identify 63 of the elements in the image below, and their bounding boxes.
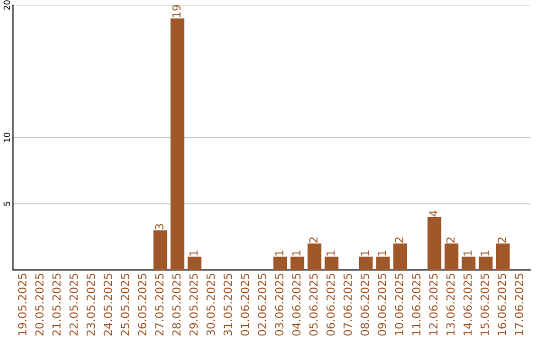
data-label: 3	[155, 224, 164, 230]
x-tick-label: 09.06.2025	[378, 274, 386, 336]
x-tick-label: 25.05.2025	[120, 274, 130, 336]
data-label: 2	[446, 238, 455, 243]
bar	[428, 216, 442, 270]
x-tick-label: 02.06.2025	[258, 274, 266, 336]
x-tick-label: 01.06.2025	[240, 274, 250, 336]
x-tick-label: 26.05.2025	[138, 274, 146, 336]
x-tick-label: 07.06.2025	[344, 274, 352, 336]
y-tick-label: 10	[4, 132, 10, 142]
bar	[188, 256, 202, 270]
x-tick-label: 17.06.2025	[514, 274, 524, 336]
x-tick-label: 29.05.2025	[189, 274, 198, 336]
x-tick-label: 11.06.2025	[412, 274, 420, 336]
x-tick-label: 22.05.2025	[69, 274, 78, 336]
bar	[153, 230, 168, 270]
x-tick-label: 19.05.2025	[18, 274, 26, 336]
x-tick-label: 30.05.2025	[206, 274, 215, 336]
data-label: 1	[292, 250, 300, 256]
x-tick-label: 04.06.2025	[292, 274, 301, 336]
bar	[376, 256, 390, 270]
data-label: 2	[394, 238, 404, 243]
x-tick-label: 24.05.2025	[104, 274, 112, 336]
bar	[462, 256, 476, 270]
data-label: 1	[464, 250, 472, 256]
x-tick-label: 20.05.2025	[35, 274, 44, 336]
bar	[478, 256, 493, 270]
bar	[170, 18, 184, 270]
x-tick-label: 08.06.2025	[360, 274, 370, 336]
data-label: 1	[360, 250, 369, 256]
bar	[290, 256, 304, 270]
bar	[496, 243, 510, 270]
data-label: 19	[172, 4, 181, 18]
x-tick-label: 10.06.2025	[394, 274, 404, 336]
x-tick-label: 03.06.2025	[275, 274, 284, 336]
x-tick-label: 12.06.2025	[429, 274, 438, 336]
bar	[393, 243, 407, 270]
data-label: 1	[480, 250, 489, 256]
bar	[308, 243, 322, 270]
x-tick-label: 15.06.2025	[480, 274, 489, 336]
bar	[358, 256, 373, 270]
data-label: 1	[190, 250, 198, 256]
x-tick-label: 28.05.2025	[172, 274, 181, 336]
x-tick-label: 06.06.2025	[326, 274, 335, 336]
bar	[444, 243, 458, 270]
x-tick-label: 31.05.2025	[224, 274, 232, 336]
data-label: 2	[498, 238, 506, 243]
y-tick-label: 20	[4, 0, 10, 10]
x-tick-label: 27.05.2025	[155, 274, 164, 336]
bar	[324, 256, 338, 270]
data-label: 1	[378, 250, 386, 256]
data-label: 2	[309, 238, 318, 243]
data-label: 1	[275, 250, 284, 256]
x-tick-label: 21.05.2025	[52, 274, 61, 336]
bar	[273, 256, 288, 270]
x-tick-label: 14.06.2025	[463, 274, 472, 336]
x-tick-label: 05.06.2025	[309, 274, 318, 336]
x-tick-label: 23.05.2025	[86, 274, 95, 336]
data-label: 1	[326, 250, 335, 256]
x-tick-label: 16.06.2025	[498, 274, 506, 336]
data-label: 4	[429, 210, 438, 216]
y-tick-label: 5	[4, 202, 10, 206]
x-tick-label: 13.06.2025	[446, 274, 455, 336]
